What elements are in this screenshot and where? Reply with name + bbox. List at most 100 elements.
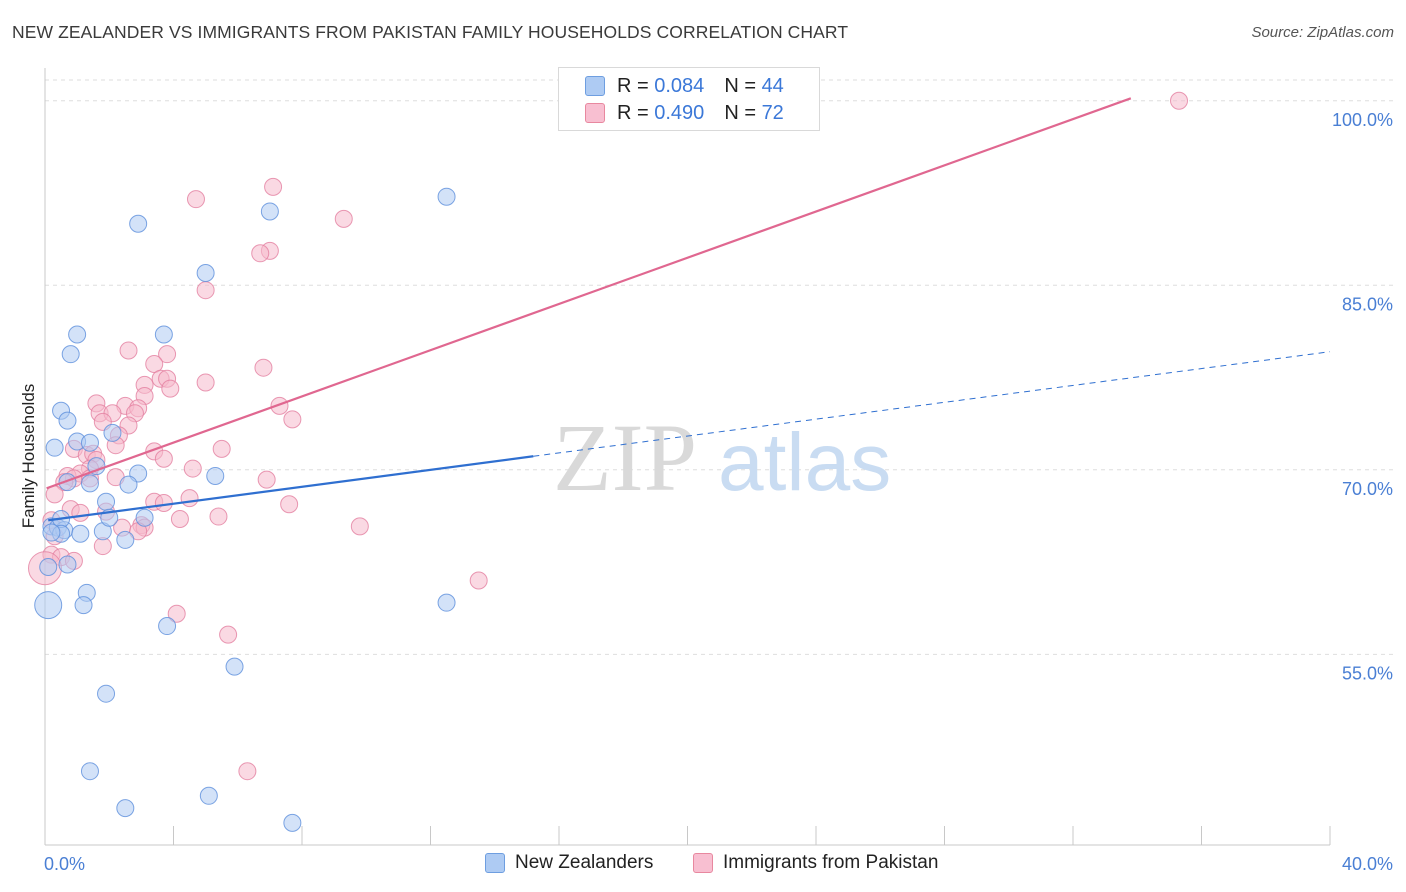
trend-lines: [46, 97, 1331, 522]
point-pakistan: [1170, 91, 1189, 110]
point-pakistan: [186, 190, 205, 209]
series-nz-points: [34, 187, 456, 832]
point-pakistan: [161, 379, 180, 398]
y-tick-label: 70.0%: [1342, 479, 1393, 499]
legend-r-label: R =: [617, 74, 649, 97]
point-nz: [199, 786, 218, 805]
point-nz: [87, 457, 106, 476]
bottom-legend-label-nz: New Zealanders: [515, 852, 654, 873]
legend-n-label: N =: [724, 101, 756, 124]
point-nz: [119, 475, 138, 494]
y-axis-label: Family Households: [19, 384, 38, 529]
point-pakistan: [254, 358, 273, 377]
point-nz: [129, 214, 148, 233]
point-pakistan: [350, 517, 369, 536]
y-tick-label: 55.0%: [1342, 663, 1393, 683]
point-nz: [58, 411, 77, 430]
y-tick-label: 100.0%: [1332, 110, 1393, 130]
point-pakistan: [251, 244, 270, 263]
point-pakistan: [154, 494, 173, 513]
point-nz: [135, 508, 154, 527]
chart-title: NEW ZEALANDER VS IMMIGRANTS FROM PAKISTA…: [12, 22, 849, 42]
point-nz: [58, 555, 77, 574]
point-nz: [116, 530, 135, 549]
legend-n-value-pakistan: 72: [761, 101, 784, 124]
point-nz: [34, 591, 63, 620]
point-nz: [283, 813, 302, 832]
legend-n-value-nz: 44: [761, 74, 784, 97]
legend-n-label: N =: [724, 74, 756, 97]
point-pakistan: [183, 459, 202, 478]
point-nz: [42, 523, 61, 542]
axes: [44, 68, 1331, 846]
trend-line-pakistan: [46, 97, 1132, 490]
x-tick-label: 40.0%: [1342, 854, 1393, 874]
point-pakistan: [167, 604, 186, 623]
point-pakistan: [154, 449, 173, 468]
point-pakistan: [238, 762, 257, 781]
bottom-legend-swatch-pakistan: [693, 853, 713, 873]
point-pakistan: [180, 489, 199, 508]
point-pakistan: [469, 571, 488, 590]
point-nz: [58, 473, 77, 492]
point-nz: [71, 524, 90, 543]
legend-r-label: R =: [617, 101, 649, 124]
point-pakistan: [219, 625, 238, 644]
point-nz: [74, 596, 93, 615]
watermark-zip: ZIP: [553, 404, 697, 511]
x-tick-label: 0.0%: [44, 854, 85, 874]
source-label: Source: ZipAtlas.com: [1251, 24, 1394, 41]
point-nz: [103, 423, 122, 442]
legend-swatch-nz: [585, 76, 605, 96]
point-nz: [97, 684, 116, 703]
point-pakistan: [209, 507, 228, 526]
point-nz: [196, 263, 215, 282]
legend-r-value-nz: 0.084: [654, 74, 705, 97]
point-nz: [80, 433, 99, 452]
point-pakistan: [196, 281, 215, 300]
trend-line-nz: [48, 455, 534, 522]
tick-labels: 55.0% 70.0% 85.0% 100.0% 0.0% 40.0%: [44, 110, 1393, 874]
bottom-legend-label-pakistan: Immigrants from Pakistan: [723, 852, 939, 873]
point-pakistan: [270, 396, 289, 415]
point-nz: [45, 438, 64, 457]
point-pakistan: [119, 341, 138, 360]
point-nz: [39, 557, 58, 576]
grid-lines: [45, 79, 1395, 655]
watermark-atlas: atlas: [718, 417, 891, 508]
point-nz: [260, 202, 279, 221]
point-pakistan: [283, 410, 302, 429]
point-nz: [225, 657, 244, 676]
trend-line-nz-extension: [533, 351, 1331, 457]
point-pakistan: [257, 470, 276, 489]
point-nz: [116, 799, 135, 818]
point-nz: [61, 345, 80, 364]
point-nz: [68, 325, 87, 344]
point-pakistan: [212, 439, 231, 458]
legend-r-value-pakistan: 0.490: [654, 101, 705, 124]
point-pakistan: [264, 177, 283, 196]
bottom-legend-pakistan[interactable]: Immigrants from Pakistan: [693, 852, 938, 874]
y-tick-label: 85.0%: [1342, 294, 1393, 314]
point-pakistan: [158, 345, 177, 364]
legend-row-pakistan: R = 0.490 N = 72: [585, 100, 784, 126]
point-nz: [437, 593, 456, 612]
point-nz: [437, 187, 456, 206]
point-nz: [97, 492, 116, 511]
bottom-legend-swatch-nz: [485, 853, 505, 873]
point-nz: [158, 617, 177, 636]
bottom-legend-nz[interactable]: New Zealanders: [485, 852, 653, 874]
point-nz: [80, 474, 99, 493]
legend-row-nz: R = 0.084 N = 44: [585, 73, 784, 99]
point-pakistan: [280, 495, 299, 514]
point-pakistan: [71, 503, 90, 522]
point-nz: [154, 325, 173, 344]
legend-swatch-pakistan: [585, 103, 605, 123]
point-nz: [206, 466, 225, 485]
point-nz: [80, 762, 99, 781]
point-pakistan: [334, 209, 353, 228]
point-pakistan: [170, 510, 189, 529]
legend-box: R = 0.084 N = 44 R = 0.490 N = 72: [558, 67, 820, 131]
point-pakistan: [196, 373, 215, 392]
